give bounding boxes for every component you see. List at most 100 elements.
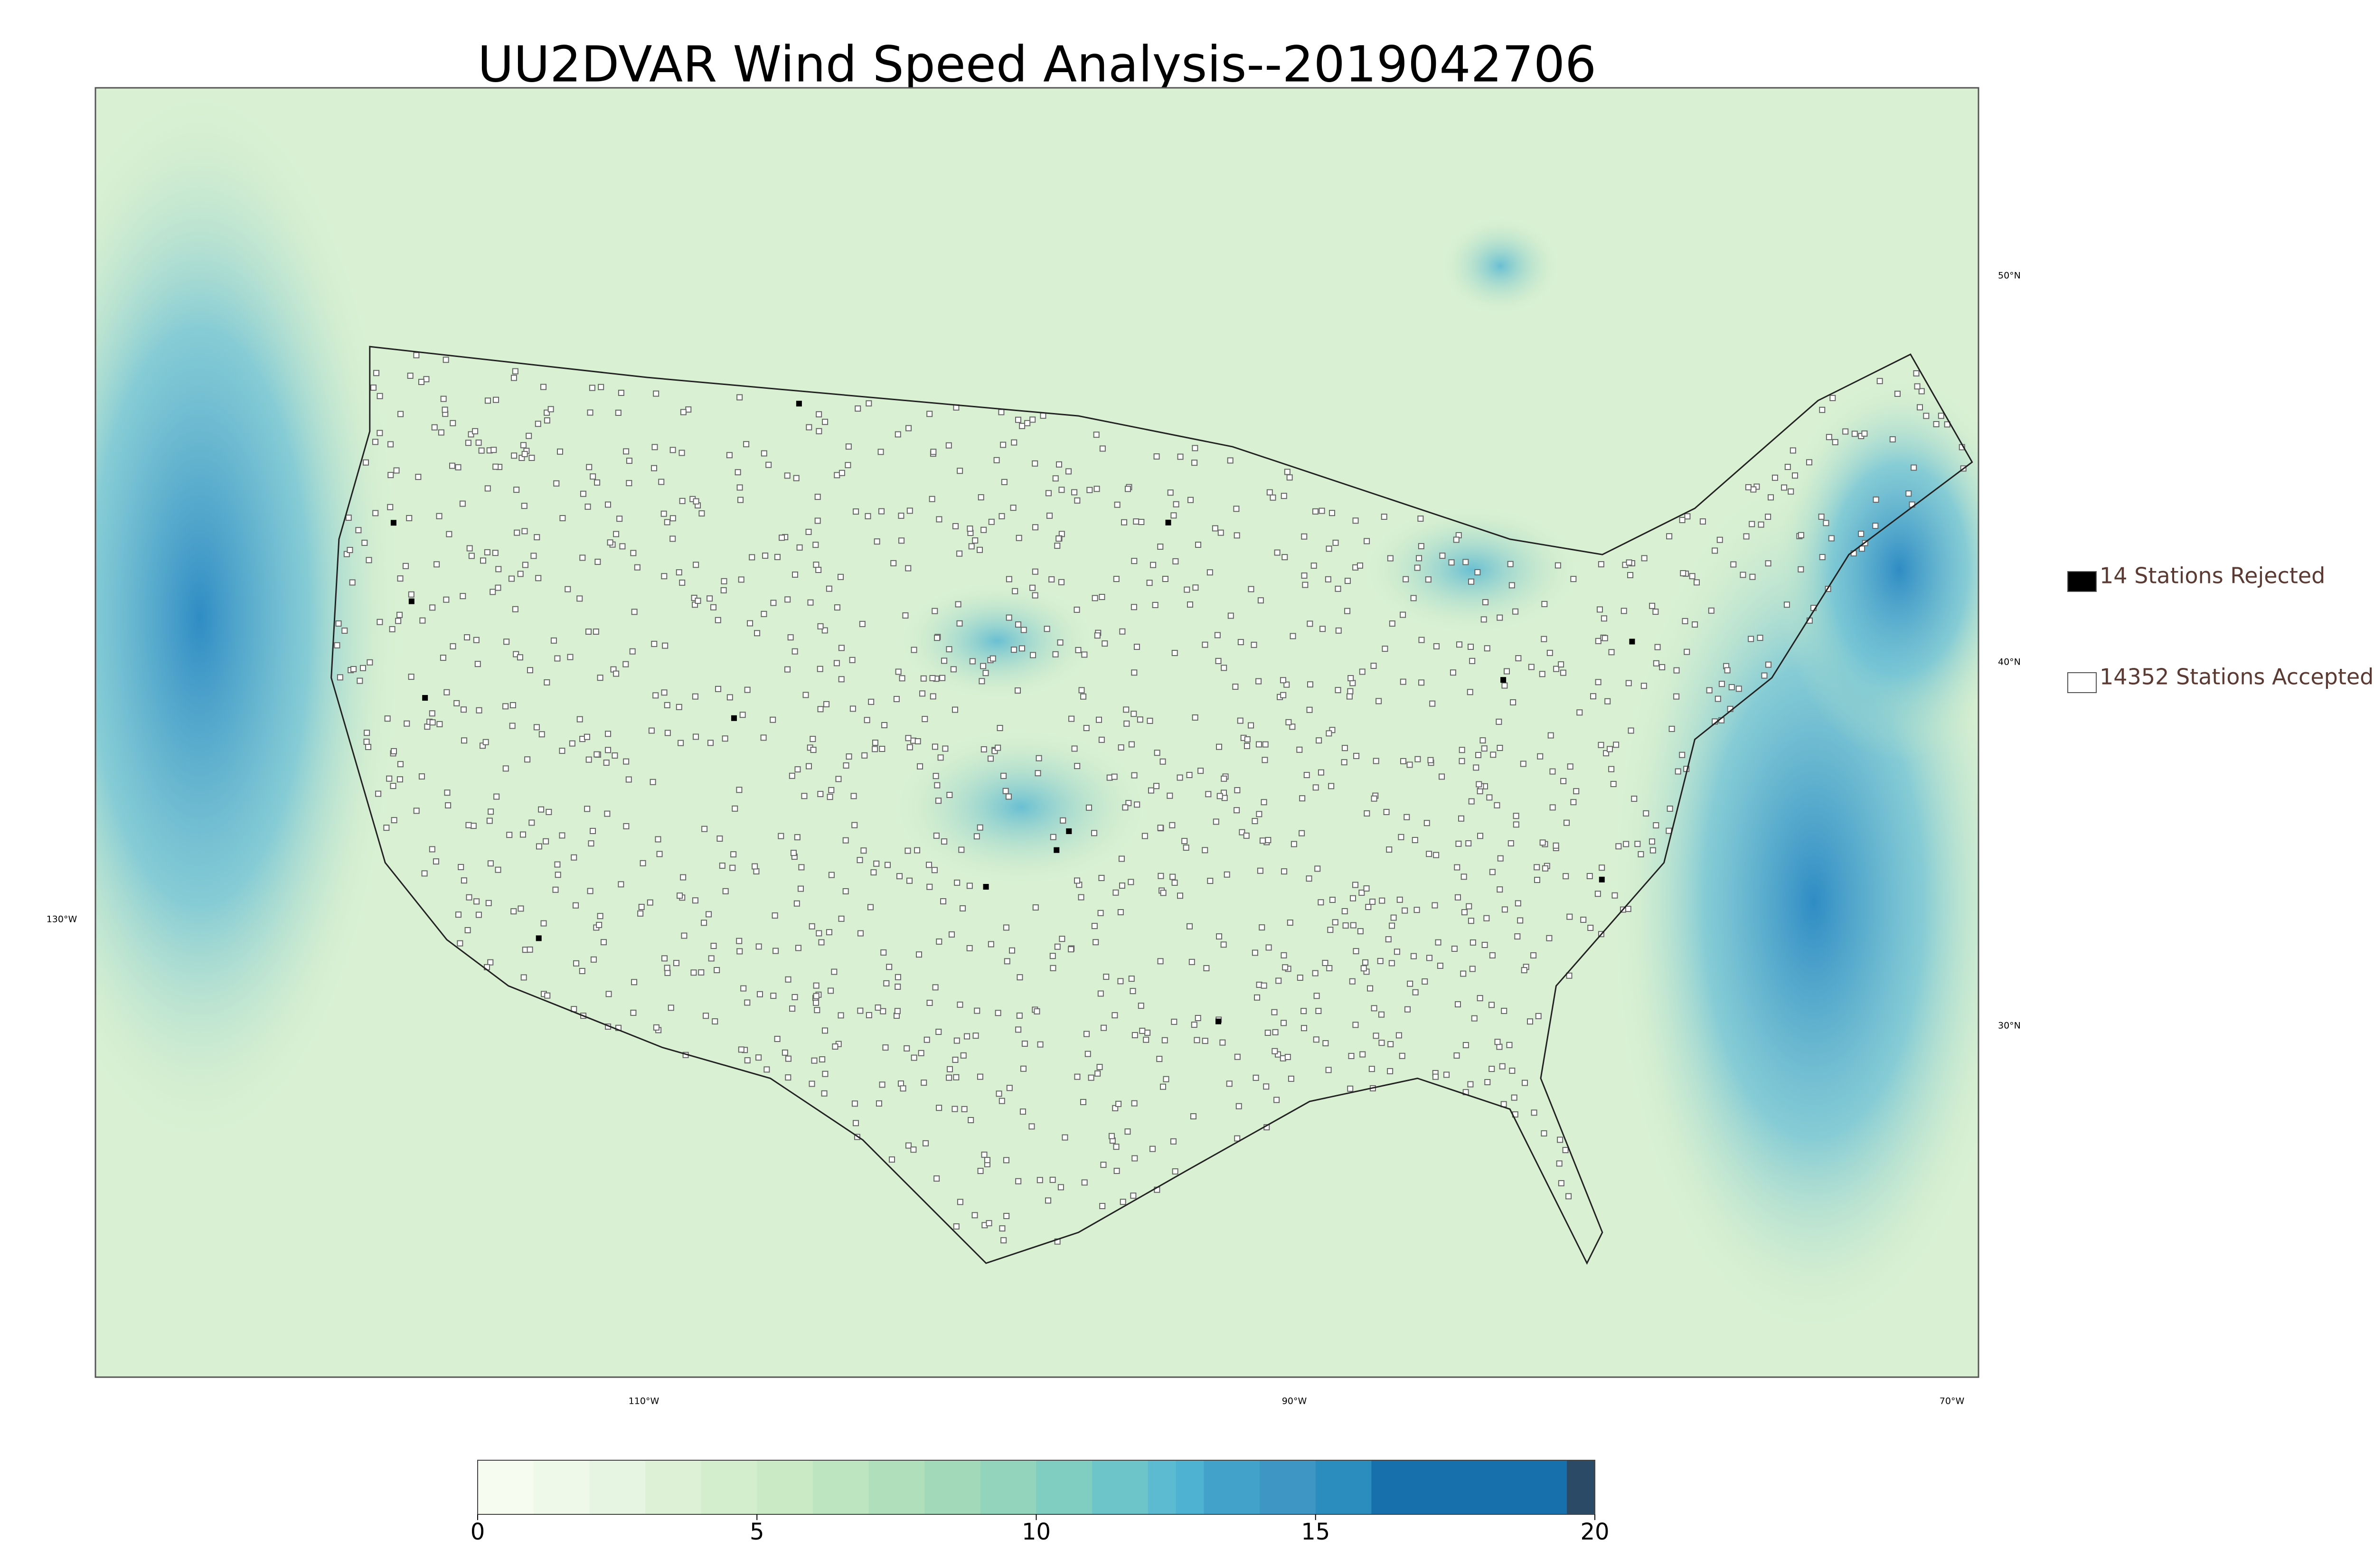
station-marker: [387, 441, 394, 448]
station-marker: [1378, 1040, 1385, 1046]
station-marker: [1117, 909, 1124, 916]
station-marker: [521, 503, 528, 509]
station-marker: [1103, 974, 1110, 980]
station-marker: [594, 558, 601, 565]
station-marker: [995, 744, 1001, 751]
station-marker: [1252, 949, 1258, 956]
station-marker: [828, 872, 835, 878]
station-marker: [596, 921, 603, 928]
station-marker: [1049, 953, 1056, 959]
station-marker: [1326, 965, 1333, 972]
station-marker: [999, 513, 1005, 519]
station-marker: [1765, 560, 1771, 567]
station-marker: [934, 635, 941, 641]
lon-label: 110°W: [629, 1396, 659, 1407]
station-marker: [623, 758, 630, 765]
station-marker: [936, 516, 942, 523]
station-marker: [653, 390, 659, 397]
station-marker: [480, 557, 487, 564]
station-marker: [1761, 672, 1768, 679]
station-marker: [1272, 1029, 1279, 1035]
colorbar-segment: [533, 1460, 590, 1514]
station-marker: [845, 443, 852, 450]
station-marker: [1352, 1022, 1359, 1028]
station-marker: [1417, 515, 1424, 522]
station-marker: [517, 654, 523, 661]
station-marker: [622, 661, 629, 667]
station-marker: [1680, 570, 1686, 576]
station-marker: [513, 651, 519, 657]
station-marker: [708, 955, 715, 962]
station-marker: [550, 637, 557, 644]
colorbar-segment: [757, 1460, 813, 1514]
station-marker: [838, 469, 845, 476]
station-marker: [677, 892, 683, 899]
station-marker: [1080, 1099, 1086, 1105]
station-marker: [1263, 1083, 1270, 1090]
station-marker: [1131, 669, 1138, 676]
station-marker: [676, 704, 682, 710]
station-marker: [719, 863, 725, 869]
station-marker: [1470, 939, 1476, 946]
station-marker: [973, 833, 980, 840]
station-marker: [1086, 487, 1093, 493]
station-marker: [668, 1005, 674, 1011]
station-marker: [900, 1085, 906, 1092]
station-marker: [661, 955, 668, 962]
station-marker: [1227, 612, 1234, 619]
station-marker: [587, 888, 594, 894]
station-marker: [1480, 616, 1487, 623]
station-marker: [651, 444, 658, 451]
station-marker: [1418, 679, 1425, 686]
station-marker: [1587, 924, 1594, 931]
station-marker: [1465, 840, 1472, 847]
station-marker: [1040, 413, 1046, 419]
colorbar-segment: [1260, 1460, 1316, 1514]
station-marker: [1148, 787, 1154, 794]
station-marker: [941, 657, 948, 664]
station-marker: [1594, 891, 1601, 897]
station-marker: [1005, 793, 1012, 800]
station-marker: [1500, 677, 1507, 683]
station-marker: [692, 733, 699, 740]
station-marker: [816, 930, 822, 937]
station-marker: [1234, 532, 1240, 539]
station-marker: [1350, 922, 1357, 929]
station-marker: [1625, 906, 1631, 912]
station-marker: [1123, 720, 1130, 727]
station-marker: [1684, 513, 1691, 520]
station-marker: [1598, 742, 1604, 748]
station-marker: [1535, 1013, 1542, 1019]
station-marker: [1718, 681, 1725, 687]
station-marker: [919, 690, 926, 697]
station-marker: [1400, 611, 1406, 618]
station-marker: [1387, 555, 1394, 562]
station-marker: [533, 724, 540, 731]
station-marker: [1534, 864, 1540, 871]
station-marker: [605, 501, 612, 508]
station-marker: [1514, 933, 1521, 940]
station-marker: [1913, 370, 1920, 376]
station-marker: [1192, 714, 1198, 721]
station-marker: [1608, 766, 1615, 772]
station-marker: [1643, 810, 1649, 817]
station-marker: [922, 716, 928, 723]
station-marker: [679, 498, 686, 504]
station-marker: [1138, 519, 1145, 526]
station-marker: [707, 740, 714, 746]
colorbar-segment: [1371, 1460, 1567, 1514]
station-marker: [495, 584, 501, 591]
station-marker: [1558, 661, 1564, 668]
station-marker: [936, 938, 942, 945]
station-marker: [1019, 1108, 1026, 1115]
station-marker: [950, 666, 957, 673]
station-marker: [946, 646, 952, 653]
station-marker: [1032, 460, 1038, 467]
station-marker: [1215, 1018, 1221, 1024]
station-marker: [817, 666, 823, 672]
station-marker: [754, 630, 761, 637]
station-marker: [1163, 1076, 1169, 1082]
station-marker: [473, 637, 480, 643]
station-marker: [1861, 430, 1868, 437]
station-marker: [814, 1007, 820, 1014]
